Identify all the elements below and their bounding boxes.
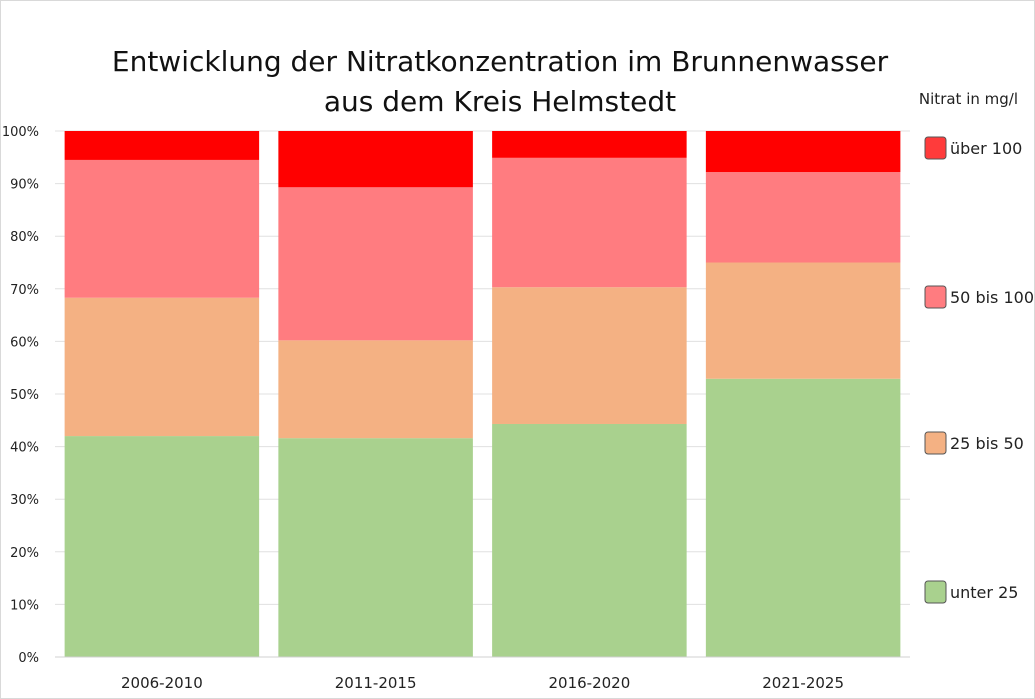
y-tick-label: 0% (18, 651, 39, 666)
bar-segment (492, 287, 687, 424)
bar-segment (278, 187, 473, 341)
bar-segment (278, 438, 473, 657)
bar-segment (492, 131, 687, 158)
legend-label: unter 25 (950, 583, 1018, 602)
x-axis-categories: 2006-2010 2011-2015 2016-2020 2021-2025 (121, 674, 844, 692)
bar-segment (278, 131, 473, 188)
legend-swatch (924, 580, 947, 604)
legend-title: Nitrat in mg/l (919, 90, 1018, 108)
legend-label: 50 bis 100 (950, 288, 1034, 307)
legend: über 100 50 bis 100 25 bis 50 unter 25 (924, 136, 1034, 604)
chart-title-line1: Entwicklung der Nitratkonzentration im B… (112, 45, 889, 78)
legend-swatch (924, 285, 947, 309)
x-category-label: 2006-2010 (121, 674, 203, 692)
y-tick-label: 50% (10, 388, 39, 403)
bars (64, 131, 901, 657)
bar-segment (705, 172, 901, 263)
bar-segment (278, 340, 473, 439)
bar-segment (64, 297, 260, 437)
y-tick-label: 100% (2, 125, 39, 140)
legend-label: über 100 (950, 139, 1022, 158)
bar-segment (705, 262, 901, 379)
bar-segment (64, 131, 260, 160)
y-axis-ticks: 0% 10% 20% 30% 40% 50% 60% 70% 80% 90% 100% (2, 125, 39, 666)
bar-segment (492, 423, 687, 657)
bar-segment (64, 436, 260, 657)
y-tick-label: 60% (10, 335, 39, 350)
y-tick-label: 10% (10, 598, 39, 613)
y-tick-label: 30% (10, 493, 39, 508)
bar-segment (705, 131, 901, 173)
y-tick-label: 20% (10, 546, 39, 561)
x-category-label: 2016-2020 (548, 674, 630, 692)
x-category-label: 2021-2025 (762, 674, 844, 692)
chart-title-line2: aus dem Kreis Helmstedt (324, 85, 676, 118)
y-tick-label: 40% (10, 441, 39, 456)
bar-segment (705, 378, 901, 657)
x-category-label: 2011-2015 (335, 674, 417, 692)
legend-swatch (924, 136, 947, 160)
bar-segment (64, 159, 260, 298)
legend-label: 25 bis 50 (950, 434, 1024, 453)
y-tick-label: 80% (10, 230, 39, 245)
bar-segment (492, 157, 687, 288)
y-tick-label: 90% (10, 178, 39, 193)
legend-swatch (924, 431, 947, 455)
y-tick-label: 70% (10, 283, 39, 298)
